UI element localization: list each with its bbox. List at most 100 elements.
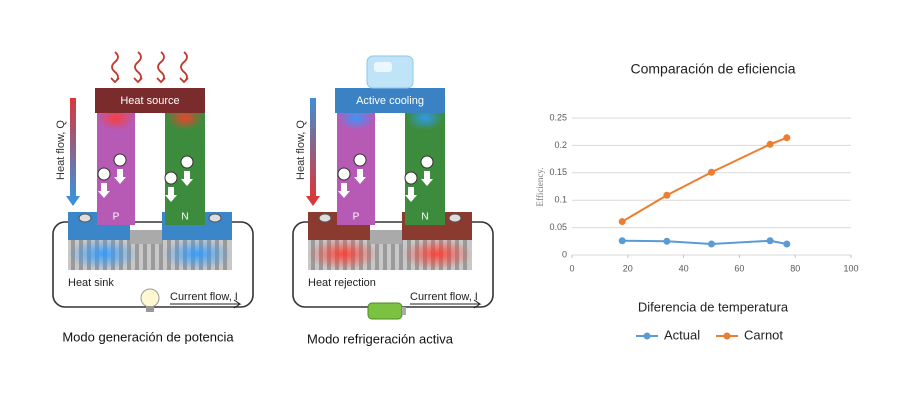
bulb <box>140 288 160 308</box>
battery-tip <box>402 307 406 315</box>
x-tick-label: 80 <box>790 263 800 273</box>
x-tick-label: 20 <box>623 263 633 273</box>
glow <box>68 238 138 270</box>
caption: Modo refrigeración activa <box>307 331 454 346</box>
x-axis-label: Diferencia de temperatura <box>638 299 789 314</box>
top-label: Heat source <box>120 95 179 107</box>
data-point <box>708 240 715 248</box>
terminal <box>208 213 222 223</box>
te-diagram: P N Heat source Heat flow, Q Heat sink Curren… <box>52 51 254 344</box>
data-point <box>708 168 715 176</box>
glow <box>162 238 232 270</box>
data-point <box>663 237 671 245</box>
fin <box>383 240 387 270</box>
carrier <box>353 153 367 167</box>
p-label: P <box>113 212 120 223</box>
terminal <box>318 213 332 223</box>
data-point <box>783 134 791 142</box>
series-line <box>622 239 788 246</box>
heat-wave <box>110 51 120 84</box>
p-label: P <box>353 212 360 223</box>
series-line <box>621 136 788 223</box>
legend-marker <box>643 332 651 340</box>
chart-title: Comparación de eficiencia <box>631 61 796 77</box>
heat-wave <box>179 51 189 84</box>
carrier <box>180 155 194 169</box>
x-tick-label: 60 <box>734 263 744 273</box>
legend-label: Carnot <box>744 327 783 342</box>
legend-label: Actual <box>664 327 700 342</box>
bottom-label: Heat sink <box>68 277 114 289</box>
flow-head <box>66 196 80 206</box>
y-tick-label: 0.2 <box>554 140 567 150</box>
flow-arrow <box>310 98 316 196</box>
heat-wave <box>133 51 143 84</box>
y-tick-label: 0 <box>562 249 567 259</box>
carrier-arrow <box>98 183 110 198</box>
carrier-arrow <box>338 183 350 198</box>
flow-head <box>306 196 320 206</box>
fin <box>143 240 147 270</box>
carrier <box>113 153 127 167</box>
legend-marker <box>723 332 731 340</box>
top-bar <box>335 88 445 113</box>
carrier-arrow <box>181 171 193 186</box>
connector <box>370 230 402 244</box>
carrier <box>337 167 351 181</box>
x-tick-label: 40 <box>679 263 689 273</box>
carrier-arrow <box>405 187 417 202</box>
glow <box>308 238 378 270</box>
current-arrow <box>170 299 242 309</box>
data-point <box>618 218 626 226</box>
n-label: N <box>421 212 428 223</box>
current-label: Current flow, I <box>170 291 238 303</box>
carrier <box>164 171 178 185</box>
top-bar <box>95 88 205 113</box>
n-leg <box>405 113 445 225</box>
terminal <box>78 213 92 223</box>
top-label: Active cooling <box>356 95 424 107</box>
connector <box>130 230 162 244</box>
bottom-label: Heat rejection <box>308 277 376 289</box>
carrier <box>404 171 418 185</box>
fin <box>159 240 163 270</box>
data-point <box>663 191 671 199</box>
carrier <box>97 167 111 181</box>
carrier-arrow <box>421 171 433 186</box>
caption: Modo generación de potencia <box>62 329 234 344</box>
flow-label: Heat flow, Q <box>55 120 67 180</box>
n-label: N <box>181 212 188 223</box>
battery <box>367 302 403 320</box>
data-point <box>766 237 774 245</box>
y-tick-label: 0.05 <box>549 222 567 232</box>
data-point <box>783 240 791 248</box>
ice-shine <box>374 62 392 72</box>
carrier <box>420 155 434 169</box>
fin <box>399 240 403 270</box>
fin <box>151 240 155 270</box>
heat-wave <box>156 51 166 84</box>
y-tick-label: 0.25 <box>549 112 567 122</box>
ice-cube <box>366 55 414 89</box>
n-leg <box>165 113 205 225</box>
flow-arrow <box>70 98 76 196</box>
data-point <box>618 237 626 245</box>
bulb-base <box>146 306 154 312</box>
flow-label: Heat flow, Q <box>295 120 307 180</box>
x-tick-label: 0 <box>569 263 574 273</box>
te-diagram: P N Active cooling Heat flow, Q Heat rejecti… <box>292 55 494 346</box>
glow <box>402 238 472 270</box>
fin <box>391 240 395 270</box>
current-label: Current flow, I <box>410 291 478 303</box>
x-tick-label: 100 <box>843 263 858 273</box>
y-tick-label: 0.1 <box>554 195 567 205</box>
terminal <box>448 213 462 223</box>
y-axis-label: Efficiency. <box>535 168 545 207</box>
carrier-arrow <box>165 187 177 202</box>
data-point <box>766 140 774 148</box>
carrier-arrow <box>354 169 366 184</box>
y-tick-label: 0.15 <box>549 167 567 177</box>
carrier-arrow <box>114 169 126 184</box>
current-arrow <box>410 299 482 309</box>
